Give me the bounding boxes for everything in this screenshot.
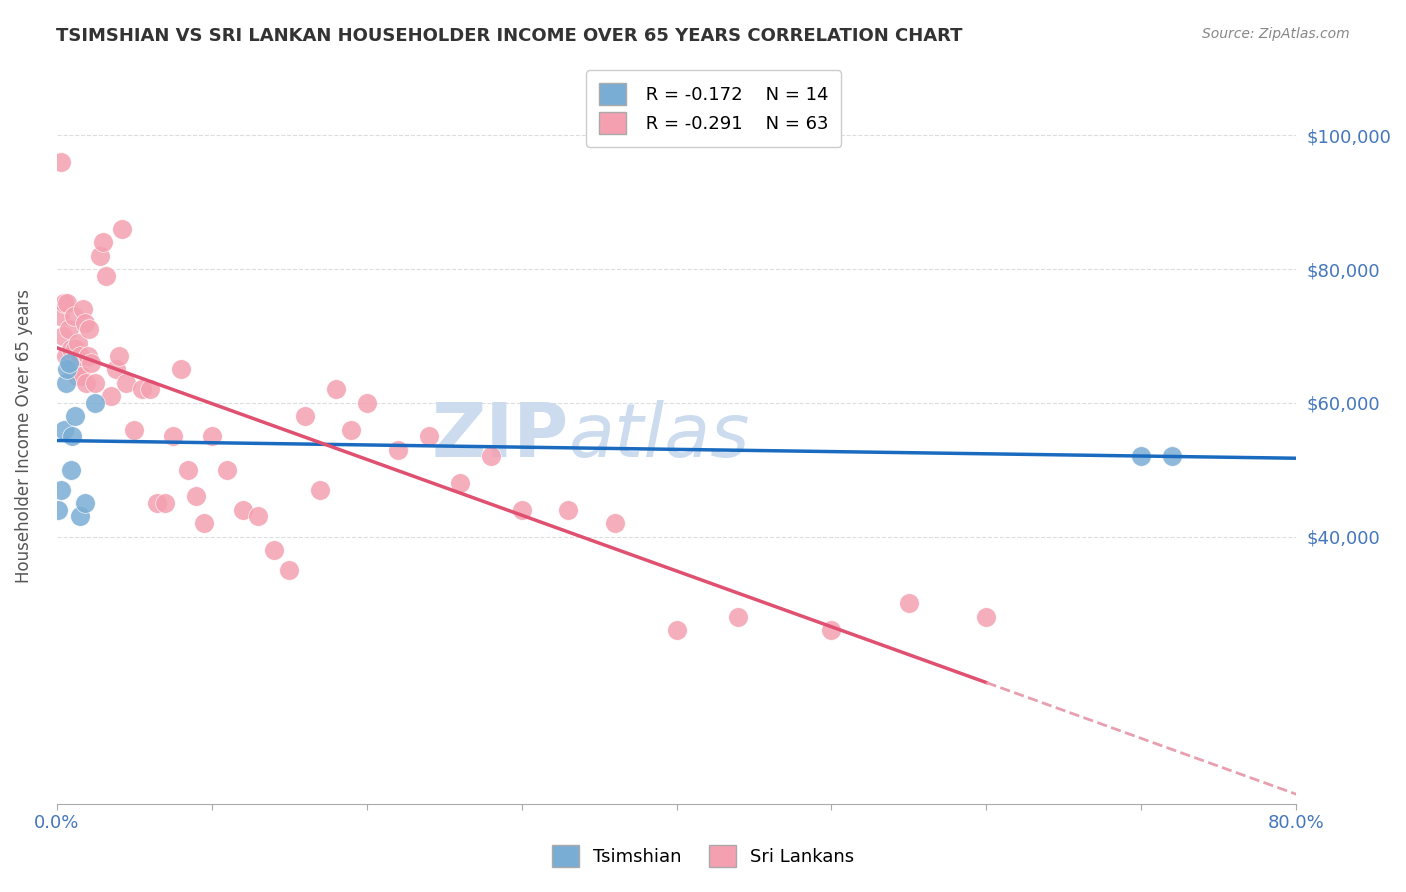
Text: Source: ZipAtlas.com: Source: ZipAtlas.com bbox=[1202, 27, 1350, 41]
Point bbox=[58, 322, 80, 336]
Point bbox=[63, 409, 86, 424]
Point bbox=[60, 429, 83, 443]
Point bbox=[55, 376, 77, 390]
Point bbox=[976, 609, 998, 624]
Point bbox=[60, 362, 83, 376]
Point bbox=[53, 295, 76, 310]
Point bbox=[59, 463, 82, 477]
Point bbox=[557, 503, 579, 517]
Point bbox=[58, 356, 80, 370]
Point bbox=[184, 490, 207, 504]
Point bbox=[162, 429, 184, 443]
Point bbox=[80, 356, 103, 370]
Point bbox=[52, 329, 75, 343]
Point bbox=[63, 343, 86, 357]
Point bbox=[263, 542, 285, 557]
Point bbox=[177, 463, 200, 477]
Point bbox=[55, 349, 77, 363]
Point bbox=[56, 295, 79, 310]
Point bbox=[67, 335, 90, 350]
Point bbox=[232, 503, 254, 517]
Point bbox=[153, 496, 176, 510]
Point bbox=[146, 496, 169, 510]
Point bbox=[70, 369, 93, 384]
Point bbox=[91, 235, 114, 250]
Point bbox=[325, 383, 347, 397]
Point bbox=[89, 249, 111, 263]
Point bbox=[72, 302, 94, 317]
Point bbox=[66, 369, 89, 384]
Point bbox=[111, 222, 134, 236]
Point bbox=[1130, 450, 1153, 464]
Point bbox=[217, 463, 239, 477]
Point bbox=[73, 316, 96, 330]
Point bbox=[340, 423, 363, 437]
Point bbox=[53, 423, 76, 437]
Point bbox=[897, 596, 920, 610]
Point bbox=[138, 383, 160, 397]
Point bbox=[727, 609, 749, 624]
Point bbox=[449, 476, 471, 491]
Point bbox=[278, 563, 301, 577]
Point bbox=[1161, 450, 1184, 464]
Point bbox=[131, 383, 153, 397]
Point bbox=[75, 376, 97, 390]
Text: ZIP: ZIP bbox=[432, 400, 568, 473]
Point bbox=[479, 450, 502, 464]
Point bbox=[510, 503, 533, 517]
Point bbox=[387, 442, 409, 457]
Point bbox=[59, 343, 82, 357]
Point bbox=[309, 483, 332, 497]
Point bbox=[69, 349, 91, 363]
Text: TSIMSHIAN VS SRI LANKAN HOUSEHOLDER INCOME OVER 65 YEARS CORRELATION CHART: TSIMSHIAN VS SRI LANKAN HOUSEHOLDER INCO… bbox=[56, 27, 963, 45]
Point bbox=[100, 389, 122, 403]
Point bbox=[122, 423, 145, 437]
Point bbox=[247, 509, 270, 524]
Point bbox=[356, 396, 378, 410]
Point bbox=[48, 309, 70, 323]
Point bbox=[665, 623, 688, 637]
Point bbox=[418, 429, 440, 443]
Point bbox=[169, 362, 191, 376]
Point bbox=[69, 509, 91, 524]
Point bbox=[62, 309, 84, 323]
Point bbox=[56, 362, 79, 376]
Point bbox=[84, 396, 107, 410]
Point bbox=[115, 376, 138, 390]
Point bbox=[76, 349, 98, 363]
Point bbox=[104, 362, 127, 376]
Legend: Tsimshian, Sri Lankans: Tsimshian, Sri Lankans bbox=[544, 838, 862, 874]
Point bbox=[73, 496, 96, 510]
Legend:  R = -0.172    N = 14,  R = -0.291    N = 63: R = -0.172 N = 14, R = -0.291 N = 63 bbox=[586, 70, 841, 147]
Point bbox=[193, 516, 215, 531]
Point bbox=[77, 322, 100, 336]
Point bbox=[51, 155, 73, 169]
Y-axis label: Householder Income Over 65 years: Householder Income Over 65 years bbox=[15, 289, 32, 583]
Point bbox=[96, 268, 118, 283]
Point bbox=[51, 483, 73, 497]
Text: atlas: atlas bbox=[568, 401, 749, 472]
Point bbox=[294, 409, 316, 424]
Point bbox=[84, 376, 107, 390]
Point bbox=[603, 516, 626, 531]
Point bbox=[107, 349, 129, 363]
Point bbox=[46, 503, 69, 517]
Point bbox=[200, 429, 222, 443]
Point bbox=[820, 623, 842, 637]
